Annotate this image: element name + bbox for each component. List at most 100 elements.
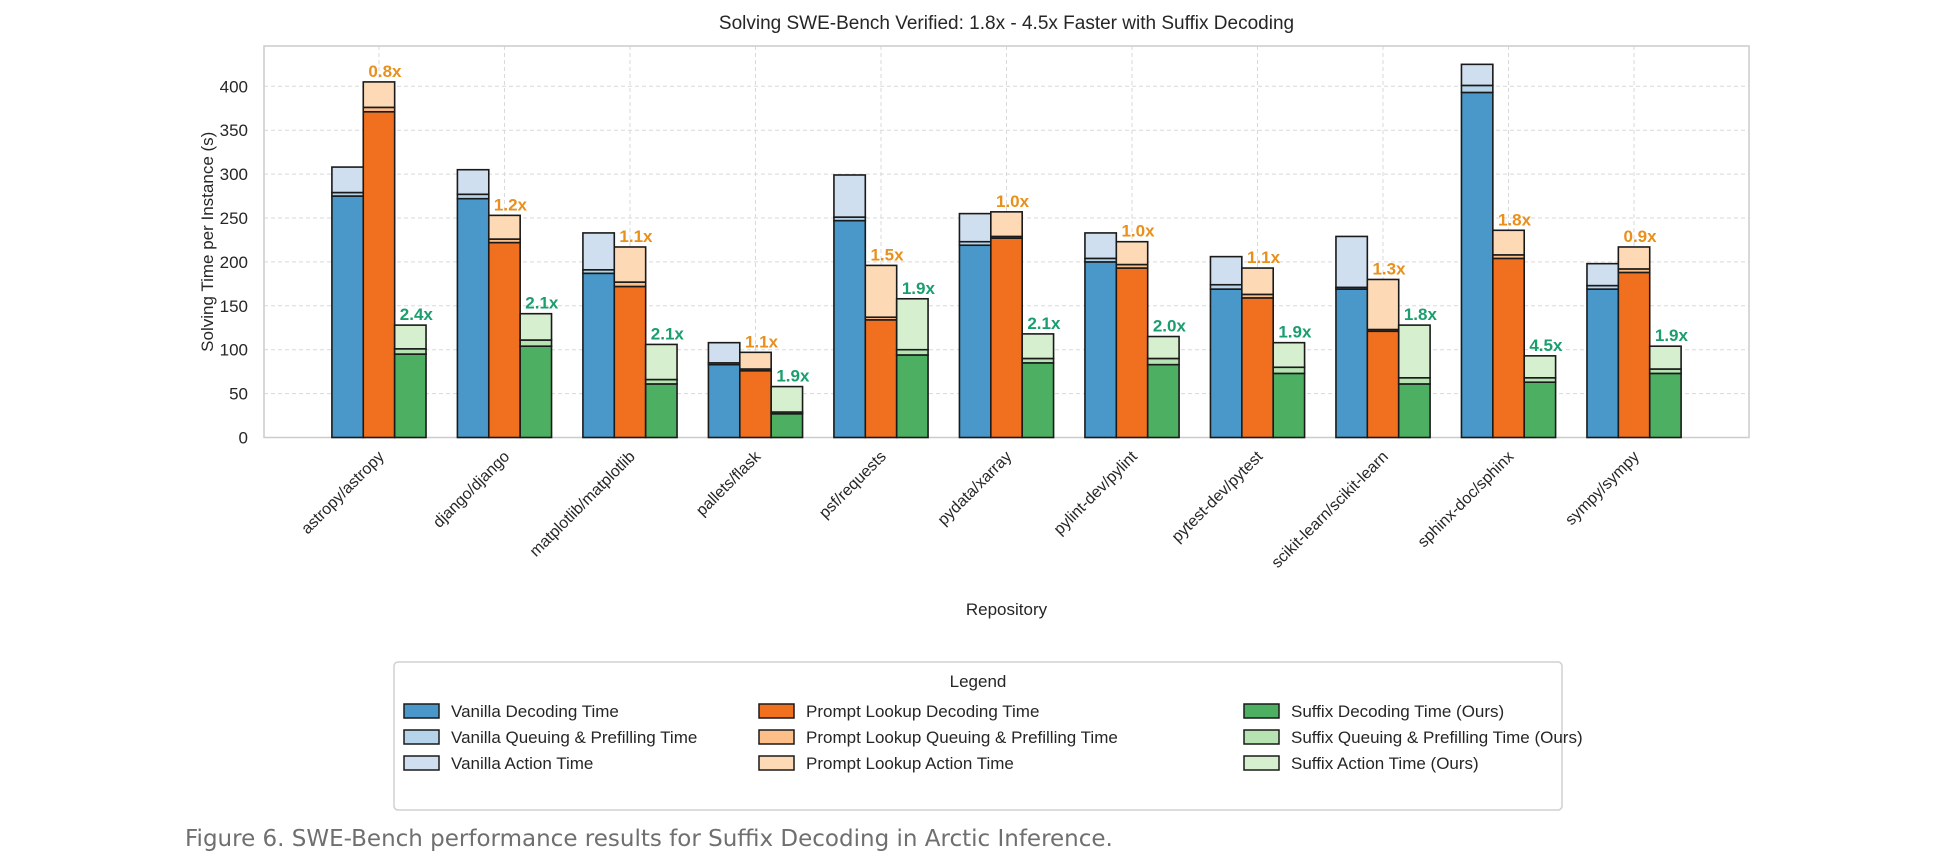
- legend-swatch: [403, 729, 440, 745]
- bar-suffix-action: [644, 343, 678, 381]
- bar-prompt_lookup-decode: [362, 110, 396, 439]
- bar-vanilla-decode: [456, 197, 490, 439]
- bar-prompt_lookup-decode: [1617, 271, 1651, 439]
- bar-prompt_lookup-action: [613, 246, 647, 283]
- bar-suffix-decode: [644, 383, 678, 439]
- speedup-label: 4.5x: [1529, 336, 1563, 355]
- bar-suffix-action: [1146, 335, 1180, 360]
- speedup-label: 2.4x: [400, 305, 434, 324]
- legend-entry: Vanilla Decoding Time: [451, 702, 619, 721]
- bar-prompt_lookup-decode: [487, 241, 521, 439]
- legend-swatch: [1243, 729, 1280, 745]
- x-tick-label: sphinx-doc/sphinx: [1415, 448, 1518, 551]
- bar-vanilla-action: [582, 232, 616, 271]
- bar-vanilla-action: [1209, 255, 1243, 286]
- x-tick-label: matplotlib/matplotlib: [527, 448, 639, 560]
- speedup-label: 1.9x: [776, 367, 810, 386]
- x-tick-label: psf/requests: [816, 448, 890, 522]
- speedup-label: 1.1x: [619, 227, 653, 246]
- legend-swatch: [1243, 703, 1280, 719]
- bar-suffix-action: [393, 324, 427, 350]
- bar-suffix-queue: [519, 339, 553, 347]
- bar-vanilla-action: [1460, 63, 1494, 87]
- bar-vanilla-decode: [1209, 288, 1243, 439]
- bar-suffix-action: [1397, 324, 1431, 379]
- x-tick-label: pylint-dev/pylint: [1051, 448, 1141, 538]
- legend-swatch: [1243, 755, 1280, 771]
- bar-suffix-queue: [1272, 366, 1306, 375]
- speedup-label: 2.1x: [1027, 314, 1061, 333]
- bar-vanilla-queue: [1460, 84, 1494, 94]
- legend-box: [393, 661, 1563, 811]
- bar-prompt_lookup-decode: [613, 285, 647, 439]
- bar-suffix-action: [895, 297, 929, 351]
- x-tick-label: sympy/sympy: [1562, 448, 1643, 529]
- y-tick-label: 350: [220, 121, 248, 140]
- bar-suffix-decode: [519, 345, 553, 439]
- y-tick-label: 50: [229, 385, 248, 404]
- y-tick-label: 0: [239, 429, 248, 448]
- speedup-label: 2.1x: [651, 324, 685, 343]
- bar-suffix-queue: [1146, 357, 1180, 366]
- bar-suffix-queue: [1397, 376, 1431, 385]
- bar-vanilla-decode: [958, 244, 992, 439]
- speedup-label: 0.9x: [1623, 227, 1657, 246]
- legend-swatch: [403, 755, 440, 771]
- speedup-label: 1.1x: [745, 332, 779, 351]
- bar-suffix-decode: [770, 412, 804, 439]
- bar-vanilla-decode: [833, 219, 867, 439]
- bar-suffix-decode: [1272, 372, 1306, 439]
- bar-prompt_lookup-action: [1115, 240, 1149, 266]
- legend-swatch: [403, 703, 440, 719]
- x-tick-label: scikit-learn/scikit-learn: [1269, 448, 1392, 571]
- bar-vanilla-decode: [1084, 261, 1118, 439]
- speedup-label: 1.5x: [870, 245, 904, 264]
- bar-prompt_lookup-action: [1241, 267, 1275, 296]
- bar-prompt_lookup-decode: [864, 319, 898, 439]
- bar-suffix-action: [1523, 355, 1557, 379]
- speedup-label: 1.8x: [1498, 210, 1532, 229]
- x-axis-label: Repository: [966, 600, 1048, 619]
- y-axis-label: Solving Time per Instance (s): [198, 132, 217, 352]
- bar-suffix-action: [1272, 341, 1306, 369]
- bar-prompt_lookup-decode: [738, 369, 772, 439]
- legend-swatch: [758, 755, 795, 771]
- y-tick-label: 300: [220, 165, 248, 184]
- bar-prompt_lookup-action: [362, 81, 396, 109]
- x-tick-label: django/django: [430, 448, 513, 531]
- legend-entry: Prompt Lookup Action Time: [806, 754, 1014, 773]
- speedup-label: 1.9x: [1655, 326, 1689, 345]
- bar-vanilla-decode: [331, 195, 365, 439]
- x-tick-label: astropy/astropy: [298, 448, 387, 537]
- bar-vanilla-action: [331, 166, 365, 194]
- bar-prompt_lookup-action: [1617, 246, 1651, 270]
- bar-prompt_lookup-decode: [1241, 297, 1275, 439]
- speedup-label: 1.2x: [494, 195, 528, 214]
- speedup-label: 0.8x: [368, 62, 402, 81]
- bar-prompt_lookup-action: [487, 214, 521, 240]
- x-tick-label: pydata/xarray: [935, 448, 1016, 529]
- legend-entry: Suffix Queuing & Prefilling Time (Ours): [1291, 728, 1583, 747]
- bar-suffix-decode: [895, 354, 929, 439]
- speedup-label: 2.0x: [1153, 317, 1187, 336]
- bar-suffix-decode: [1146, 363, 1180, 439]
- bar-vanilla-action: [1586, 262, 1620, 287]
- y-tick-label: 150: [220, 297, 248, 316]
- bar-suffix-decode: [1021, 362, 1055, 439]
- y-tick-label: 250: [220, 209, 248, 228]
- bar-vanilla-decode: [707, 363, 741, 439]
- chart-title: Solving SWE-Bench Verified: 1.8x - 4.5x …: [719, 13, 1294, 34]
- bar-prompt_lookup-action: [738, 351, 772, 370]
- bar-vanilla-action: [456, 168, 490, 196]
- speedup-label: 1.9x: [1278, 323, 1312, 342]
- bar-prompt_lookup-decode: [990, 237, 1023, 439]
- bar-suffix-decode: [1648, 372, 1682, 439]
- speedup-label: 2.1x: [525, 294, 559, 313]
- bar-vanilla-decode: [1460, 91, 1494, 439]
- legend-swatch: [758, 729, 795, 745]
- bar-suffix-action: [519, 312, 553, 341]
- speedup-label: 1.0x: [996, 192, 1030, 211]
- bar-suffix-action: [1021, 333, 1055, 360]
- bar-suffix-action: [1648, 345, 1682, 370]
- speedup-label: 1.0x: [1121, 222, 1155, 241]
